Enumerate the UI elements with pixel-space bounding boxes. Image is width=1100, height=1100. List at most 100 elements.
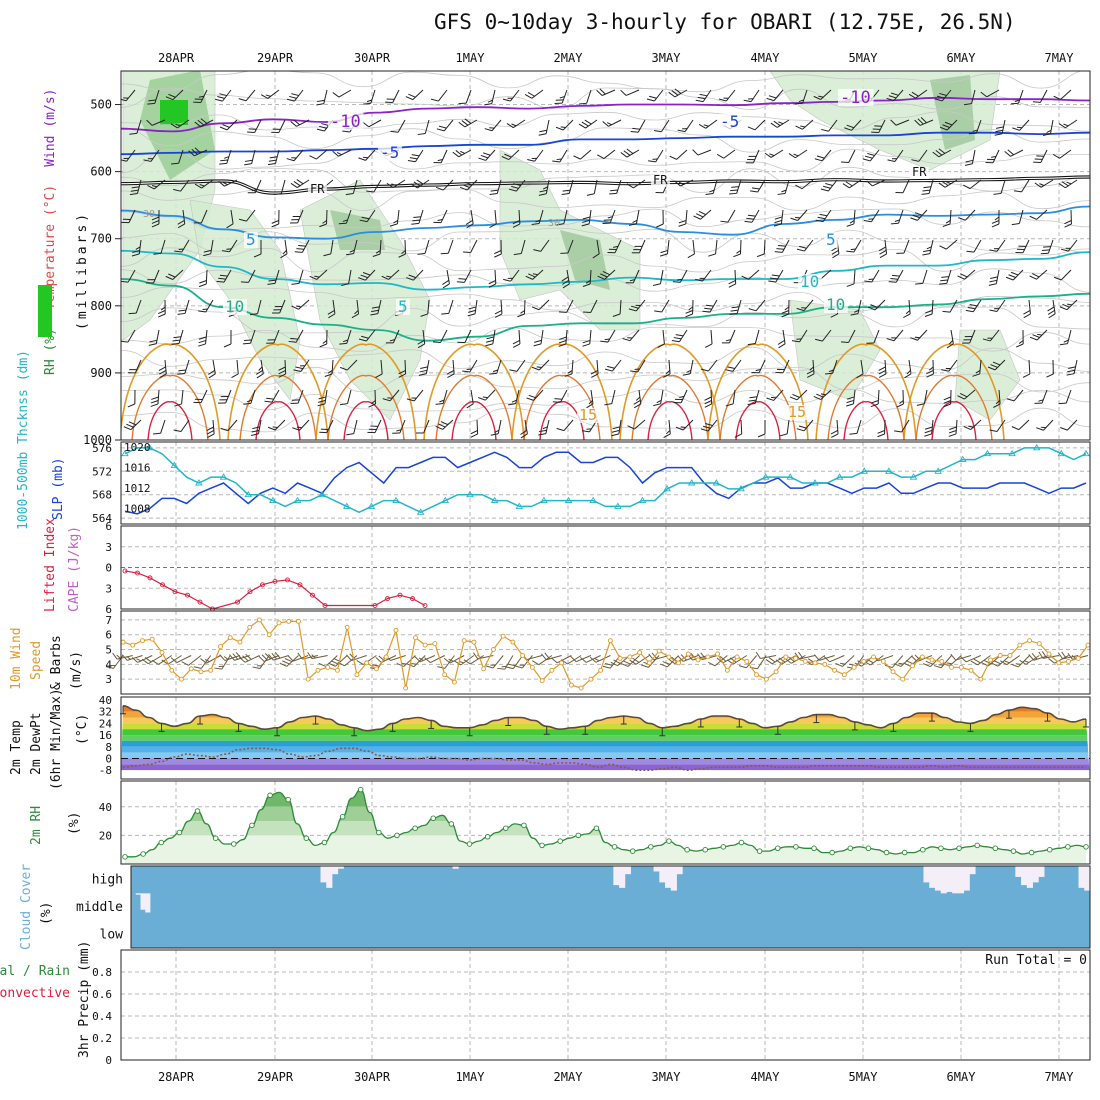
- wind-barb-staff: [822, 329, 832, 342]
- thickness-marker: [614, 502, 622, 509]
- wind-speed-line: [122, 619, 1089, 689]
- wind-barb-flag: [830, 313, 838, 318]
- y-tick-label: 0: [105, 562, 112, 575]
- wind-barb-staff: [392, 89, 400, 103]
- wind-barb-flag: [748, 308, 757, 312]
- wind-barb-flag: [371, 306, 380, 309]
- wind-barb: [791, 329, 808, 343]
- wind-speed-marker: [422, 642, 428, 648]
- cloud-cell: [969, 866, 976, 875]
- wind-barb-flag: [362, 156, 368, 159]
- wind-barb-flag: [942, 124, 950, 128]
- thickness-marker: [737, 484, 745, 492]
- wind-barb-flag: [375, 657, 382, 663]
- wind-barb: [508, 389, 520, 406]
- wind-barb-flag: [219, 93, 227, 97]
- wind-barb-staff: [773, 389, 784, 401]
- wind-barb-staff: [136, 179, 142, 194]
- wind-barb: [506, 119, 526, 129]
- contour-label: -10: [840, 88, 871, 108]
- wind-barb-flag: [939, 92, 947, 96]
- wind-barb-flag: [555, 126, 564, 131]
- wind-barb-flag: [512, 340, 520, 345]
- wind-barb-flag: [494, 310, 502, 315]
- wind-barb-flag: [846, 396, 855, 400]
- wind-barb-flag: [747, 402, 756, 405]
- wind-barb: [607, 239, 622, 254]
- wind-barb: [171, 329, 184, 345]
- wind-barb: [884, 655, 904, 669]
- wind-barb-flag: [877, 430, 885, 434]
- wind-barb-flag: [220, 427, 229, 432]
- wind-barb-flag: [581, 430, 590, 433]
- wind-barb-flag: [311, 654, 316, 659]
- wind-barb-flag: [332, 92, 340, 98]
- wind-barb: [358, 329, 376, 342]
- wind-barb-flag: [775, 371, 784, 374]
- thickness-marker: [269, 496, 277, 504]
- wind-barb: [864, 269, 880, 283]
- y-tick-label: 20: [99, 829, 112, 842]
- bottom-date-label: 29APR: [257, 1070, 294, 1084]
- wind-barb: [775, 359, 790, 374]
- wind-barb: [508, 179, 526, 192]
- wind-barb: [309, 149, 328, 160]
- wind-barb-flag: [604, 662, 613, 666]
- wind-barb-flag: [294, 251, 303, 253]
- wind-barb: [590, 359, 599, 378]
- wind-barb-flag: [371, 309, 379, 313]
- wind-barb-flag: [430, 98, 439, 102]
- wind-barb-staff: [781, 655, 796, 665]
- wind-barb-flag: [290, 337, 298, 340]
- wind-barb-flag: [319, 125, 327, 129]
- wind-barb-staff: [127, 329, 136, 343]
- wind-barb-flag: [846, 124, 855, 129]
- wind-barb: [231, 359, 239, 378]
- wind-barb-staff: [996, 299, 1006, 312]
- wind-ylabel-unit: (m/s): [69, 651, 84, 690]
- wind-barb-staff: [491, 89, 496, 104]
- wind-barb-staff: [534, 149, 544, 162]
- wind-barb-flag: [1060, 427, 1068, 431]
- wind-barb-flag: [409, 157, 418, 160]
- wind-barb-flag: [555, 99, 564, 101]
- wind-barb-flag: [508, 188, 517, 192]
- wind-barb: [458, 118, 478, 128]
- y-tick-label: 40: [99, 801, 112, 814]
- wind-barb-flag: [656, 399, 662, 404]
- wind-barb: [824, 359, 838, 375]
- wind-speed-marker: [257, 617, 262, 623]
- temp-ylabel-1: 2m Temp: [9, 720, 24, 775]
- wind-barb-flag: [488, 283, 497, 288]
- wind-barb-flag: [785, 658, 792, 664]
- wind-barb-flag: [223, 656, 229, 660]
- thickness-marker: [490, 496, 499, 504]
- wind-barb-flag: [792, 394, 800, 398]
- wind-barb-flag: [1011, 426, 1020, 431]
- cloud-level-label: middle: [76, 900, 123, 915]
- wind-barb-flag: [821, 128, 829, 132]
- wind-barb: [420, 299, 430, 317]
- wind-barb-flag: [291, 219, 299, 221]
- wind-barb: [628, 209, 640, 226]
- wind-barb-staff: [971, 149, 976, 164]
- temperature-band: [121, 740, 1090, 747]
- panel-frame: [120, 70, 1091, 441]
- wind-barb-flag: [507, 277, 513, 279]
- wind-barb: [214, 655, 231, 670]
- wind-barb-staff: [172, 89, 184, 101]
- wind-barb-staff: [819, 655, 835, 661]
- wind-speed-marker: [929, 657, 935, 663]
- wind-barb-flag: [866, 180, 873, 187]
- wind-speed-marker: [149, 636, 155, 642]
- wind-barb-flag: [135, 246, 141, 250]
- wind-barb: [286, 89, 304, 102]
- cloud-cell: [923, 866, 930, 883]
- rh-marker: [1065, 844, 1071, 850]
- wind-speed-marker: [851, 664, 857, 670]
- wind-barb-flag: [354, 310, 359, 315]
- wind-barb-staff: [627, 655, 640, 667]
- wind-barb: [903, 299, 911, 318]
- wind-barb-flag: [204, 659, 210, 662]
- wind-barb-staff: [869, 149, 880, 162]
